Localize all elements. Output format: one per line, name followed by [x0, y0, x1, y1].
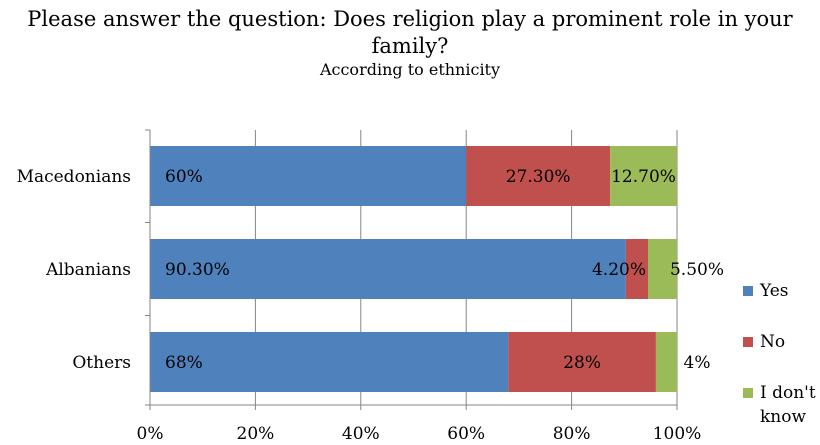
data-label-albanians-i-don-t-know: 5.50%: [670, 260, 724, 280]
legend-label-i-don-t-know: I don't know: [760, 383, 816, 427]
x-tick-label-60: 60%: [447, 424, 485, 444]
category-label-albanians: Albanians: [45, 260, 131, 280]
bar-macedonians-no: [466, 146, 611, 206]
data-label-others-yes: 68%: [165, 353, 203, 373]
category-label-others: Others: [72, 353, 131, 373]
data-label-macedonians-yes: 60%: [165, 167, 203, 187]
x-tick-label-80: 80%: [553, 424, 591, 444]
bar-others-no: [508, 332, 656, 392]
data-label-others-no: 28%: [563, 353, 601, 373]
chart-subtitle: According to ethnicity: [319, 60, 501, 79]
legend-label-yes: Yes: [759, 281, 789, 301]
legend: Yes No I don't know: [743, 281, 816, 427]
x-tick-label-100: 100%: [653, 424, 702, 444]
data-label-macedonians-i-don-t-know: 12.70%: [611, 167, 676, 187]
data-label-macedonians-no: 27.30%: [506, 167, 571, 187]
data-label-albanians-yes: 90.30%: [165, 260, 230, 280]
data-label-others-i-don-t-know: 4%: [684, 353, 711, 373]
bar-macedonians-i-don-t-know: [610, 146, 677, 206]
bar-albanians-no: [625, 239, 649, 299]
data-labels: 60% 27.30% 12.70% 90.30% 4.20% 5.50% 68% 28% 4%: [165, 167, 724, 373]
legend-label-no: No: [760, 332, 785, 352]
x-tick-label-40: 40%: [342, 424, 380, 444]
legend-swatch-no: [743, 337, 753, 347]
chart-title: Please answer the question: Does religio…: [27, 7, 793, 58]
bar-albanians-yes: [150, 239, 626, 299]
bar-others-yes: [150, 332, 509, 392]
chart-title-block: Please answer the question: Does religio…: [0, 6, 820, 80]
x-tick-label-0: 0%: [137, 424, 164, 444]
bar-albanians-i-don-t-know: [648, 239, 677, 299]
bar-macedonians-yes: [150, 146, 467, 206]
category-label-macedonians: Macedonians: [17, 167, 131, 187]
x-tick-label-20: 20%: [237, 424, 275, 444]
legend-swatch-yes: [743, 286, 753, 296]
data-label-albanians-no: 4.20%: [592, 260, 646, 280]
bars: [150, 146, 677, 392]
bar-others-i-don-t-know: [655, 332, 677, 392]
legend-label-line-0: I don't: [760, 383, 816, 403]
legend-label-line-1: know: [760, 407, 806, 427]
axes: 0% 20% 40% 60% 80% 100% Macedonians Albanians Ot…: [17, 129, 702, 444]
legend-swatch-i-don-t-know: [743, 388, 753, 398]
